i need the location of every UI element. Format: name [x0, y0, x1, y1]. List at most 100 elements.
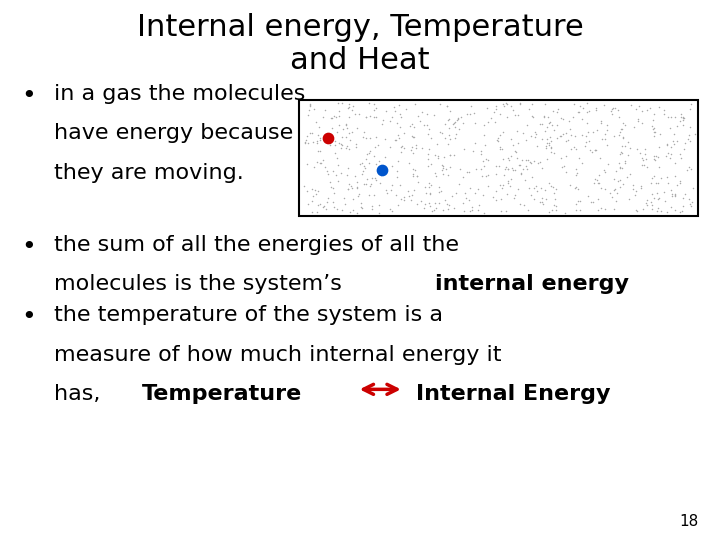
- Point: [512, 138, 523, 147]
- Point: [490, 161, 501, 170]
- Point: [679, 139, 690, 147]
- Point: [437, 206, 449, 214]
- Point: [343, 179, 354, 188]
- Point: [633, 116, 644, 125]
- Point: [461, 110, 472, 119]
- Point: [548, 201, 559, 210]
- Point: [590, 174, 601, 183]
- Point: [469, 189, 480, 198]
- Point: [423, 183, 435, 191]
- Point: [583, 137, 595, 145]
- Point: [536, 194, 547, 202]
- Point: [363, 98, 374, 107]
- Point: [610, 166, 621, 175]
- Point: [689, 130, 701, 138]
- Point: [305, 102, 316, 110]
- Point: [328, 188, 340, 197]
- Point: [326, 123, 338, 132]
- Point: [572, 185, 584, 193]
- Point: [668, 130, 680, 138]
- Point: [365, 180, 377, 188]
- Point: [616, 125, 628, 133]
- Point: [451, 116, 462, 124]
- Point: [476, 150, 487, 158]
- Point: [455, 112, 467, 121]
- Point: [588, 127, 599, 136]
- Point: [631, 207, 643, 215]
- Point: [685, 201, 697, 210]
- Point: [361, 112, 372, 121]
- Point: [431, 204, 442, 213]
- Point: [376, 166, 387, 174]
- Point: [670, 159, 681, 167]
- Point: [368, 190, 379, 199]
- Point: [463, 196, 474, 205]
- Point: [438, 170, 449, 178]
- Point: [304, 100, 315, 109]
- Point: [368, 113, 379, 122]
- Point: [320, 205, 332, 213]
- Point: [510, 127, 522, 136]
- Text: •: •: [22, 305, 36, 329]
- Point: [662, 140, 673, 149]
- Point: [619, 159, 631, 167]
- Point: [325, 182, 337, 191]
- Point: [626, 101, 637, 110]
- Point: [330, 154, 342, 163]
- Point: [364, 159, 375, 167]
- Point: [667, 190, 678, 199]
- Point: [320, 105, 331, 114]
- Point: [613, 131, 625, 139]
- Point: [570, 165, 581, 173]
- Point: [311, 208, 323, 217]
- Point: [490, 102, 501, 110]
- Point: [380, 107, 392, 116]
- Point: [433, 183, 445, 191]
- Point: [444, 201, 455, 210]
- Point: [384, 143, 396, 151]
- Point: [370, 112, 382, 121]
- Point: [343, 129, 355, 138]
- Point: [521, 136, 532, 145]
- Point: [326, 113, 338, 122]
- Point: [583, 106, 595, 115]
- Point: [535, 120, 546, 129]
- Point: [497, 180, 508, 189]
- Point: [343, 104, 354, 112]
- Point: [439, 134, 451, 143]
- Point: [564, 180, 576, 189]
- Point: [444, 163, 456, 171]
- Point: [314, 123, 325, 131]
- Point: [631, 105, 642, 113]
- Point: [370, 176, 382, 185]
- Point: [468, 109, 480, 117]
- Point: [613, 164, 625, 172]
- Point: [374, 157, 385, 165]
- Point: [416, 144, 428, 152]
- Point: [431, 140, 442, 149]
- Point: [349, 171, 361, 180]
- Point: [322, 193, 333, 202]
- Point: [356, 202, 367, 211]
- Point: [683, 131, 695, 139]
- Point: [310, 190, 322, 198]
- Point: [675, 154, 687, 163]
- Point: [632, 115, 644, 124]
- Point: [449, 123, 461, 132]
- Point: [490, 118, 501, 126]
- Point: [341, 119, 352, 128]
- Point: [482, 103, 493, 112]
- Point: [429, 199, 441, 208]
- Point: [480, 154, 492, 163]
- Point: [649, 172, 660, 180]
- Point: [502, 190, 513, 198]
- Point: [517, 129, 528, 137]
- Point: [500, 163, 511, 171]
- Point: [680, 190, 691, 198]
- Point: [649, 132, 660, 141]
- Point: [406, 143, 418, 152]
- Point: [371, 133, 382, 141]
- Point: [475, 147, 487, 156]
- Point: [514, 100, 526, 109]
- Text: has,: has,: [54, 384, 122, 404]
